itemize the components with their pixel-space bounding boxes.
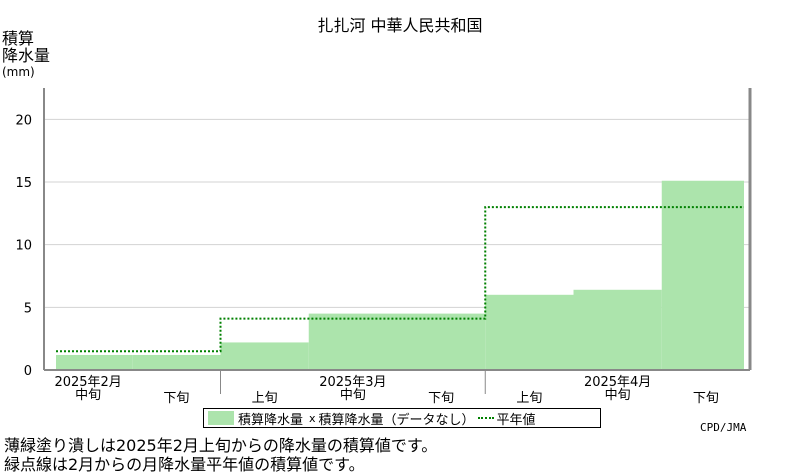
credit-text: CPD/JMA	[700, 421, 747, 434]
bar	[56, 354, 133, 370]
y-tick-label: 5	[24, 301, 32, 316]
x-tick-dekad: 上旬	[252, 391, 278, 406]
bar	[661, 180, 744, 370]
y-axis-unit: (mm)	[2, 65, 35, 79]
legend-label-bar: 積算降水量	[238, 412, 304, 428]
y-tick-label: 10	[15, 239, 32, 254]
legend-label-normal: 平年値	[496, 412, 536, 428]
y-tick-label: 15	[15, 176, 32, 191]
x-tick-dekad: 上旬	[516, 391, 542, 406]
y-tick-label: 0	[24, 364, 32, 379]
x-tick-month: 2025年2月	[54, 375, 121, 390]
bar	[573, 289, 662, 370]
bar	[220, 342, 309, 370]
x-tick-dekad: 中旬	[75, 388, 101, 403]
legend-swatch-bar	[208, 411, 234, 425]
y-axis-label-line2: 降水量	[2, 46, 51, 65]
legend-swatch-normal	[477, 417, 494, 419]
x-tick-dekad: 中旬	[605, 388, 631, 403]
bar	[397, 313, 486, 370]
footnote-fill: 薄緑塗り潰しは2025年2月上旬からの降水量の積算値です。	[4, 436, 438, 455]
x-tick-dekad: 下旬	[163, 391, 189, 406]
y-axis-label: 積算 降水量 (mm)	[2, 30, 50, 81]
y-axis-label-line1: 積算	[2, 29, 35, 48]
x-tick-dekad: 下旬	[693, 391, 719, 406]
x-tick-month: 2025年3月	[319, 375, 386, 390]
bar	[132, 354, 221, 370]
x-tick-month: 2025年4月	[584, 375, 651, 390]
y-tick-label: 20	[15, 113, 32, 128]
x-tick-dekad: 下旬	[428, 391, 454, 406]
x-tick-dekad: 中旬	[340, 388, 366, 403]
footnote-dotted: 緑点線は2月からの月降水量平年値の積算値です。	[4, 455, 365, 474]
bar	[485, 294, 574, 370]
chart-title: 扎扎河 中華人民共和国	[317, 16, 483, 35]
legend-marker-missing: x	[309, 411, 316, 425]
chart-legend: 積算降水量 x 積算降水量（データなし） 平年値	[203, 408, 601, 428]
legend-label-missing: 積算降水量（データなし）	[318, 412, 475, 428]
normal-step-line	[56, 206, 744, 353]
bar	[308, 313, 397, 370]
